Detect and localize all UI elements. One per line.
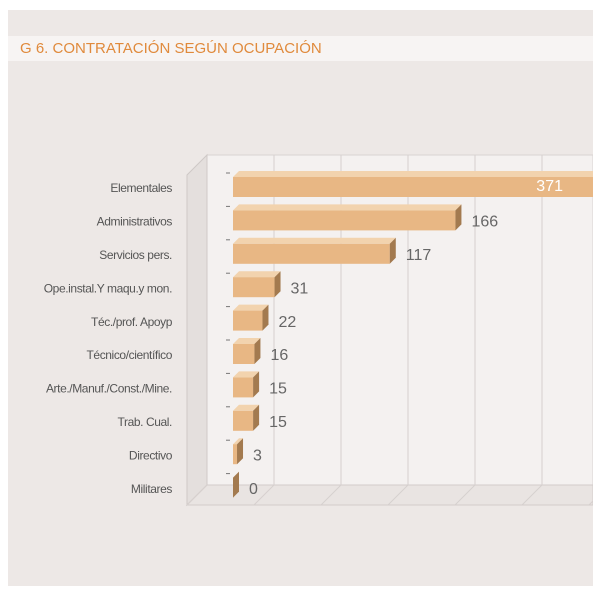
bar-face: [233, 410, 254, 431]
bar-end: [262, 304, 269, 331]
bar-face: [233, 310, 263, 331]
bar: [233, 471, 239, 498]
bar-top: [233, 171, 593, 177]
bar-end: [455, 204, 462, 231]
bar: [233, 171, 593, 197]
bar-top: [233, 304, 269, 311]
bar: [233, 404, 260, 431]
bar-top: [233, 204, 462, 211]
y-tick-label: Servicios pers.: [99, 248, 172, 262]
bar: [233, 438, 244, 465]
floor-grid-line: [454, 484, 476, 506]
bar-face: [233, 243, 390, 264]
value-label: 0: [249, 481, 258, 498]
bar-end: [274, 271, 281, 298]
bar-face: [233, 344, 255, 364]
y-tick-label: Elementales: [110, 181, 172, 195]
bar: [233, 237, 396, 264]
floor-grid-line: [320, 484, 342, 506]
value-label: 15: [269, 414, 287, 431]
bar: [233, 338, 261, 364]
value-label: 22: [278, 314, 296, 331]
y-tick-label: Arte./Manuf./Const./Mine.: [46, 382, 172, 396]
bar-end: [237, 438, 244, 465]
bar-top: [233, 271, 281, 278]
value-label: 117: [406, 247, 432, 264]
bar-end: [389, 237, 396, 264]
floor-grid-line: [387, 484, 409, 506]
y-tick-label: Técnico/científico: [86, 348, 172, 362]
chart-title: G 6. CONTRATACIÓN SEGÚN OCUPACIÓN: [20, 40, 322, 57]
floor-grid-line: [521, 484, 543, 506]
bar-top: [233, 404, 260, 411]
bar-face: [233, 210, 456, 231]
value-label: 371: [536, 178, 563, 195]
y-tick-label: Militares: [131, 482, 172, 496]
bars: 371 Elementales 166 Administrativos 117 Servi…: [44, 171, 593, 498]
bar-top: [233, 371, 260, 378]
title-strip: [8, 36, 593, 61]
bar: [233, 204, 462, 231]
bar-top: [233, 237, 396, 244]
floor-grid-line: [253, 484, 275, 506]
bar-end: [253, 371, 260, 398]
value-label: 16: [270, 347, 288, 364]
bar-face: [233, 277, 275, 298]
value-label: 166: [471, 214, 498, 231]
y-tick-label: Administrativos: [97, 215, 173, 229]
bar-face: [233, 444, 238, 465]
value-label: 3: [253, 447, 262, 464]
bar-top: [233, 338, 261, 344]
bar-face: [233, 377, 254, 398]
bar: [233, 271, 281, 298]
bar: [233, 371, 260, 398]
value-label: 15: [269, 381, 287, 398]
bar-end: [253, 404, 260, 431]
y-tick-label: Trab. Cual.: [117, 415, 172, 429]
bar-top: [233, 438, 244, 445]
floor-grid-line: [186, 484, 208, 506]
value-label: 31: [291, 280, 309, 297]
bar-end: [254, 338, 261, 364]
y-tick-label: Téc./prof. Apoyp: [91, 315, 173, 329]
left-wall: [186, 153, 208, 507]
bar: [233, 304, 269, 331]
bar-end: [233, 471, 239, 498]
y-tick-label: Ope.instal.Y maqu.y mon.: [44, 281, 172, 295]
floor-grid-line: [588, 500, 593, 506]
bar-face: [233, 177, 593, 197]
y-tick-label: Directivo: [129, 448, 173, 462]
